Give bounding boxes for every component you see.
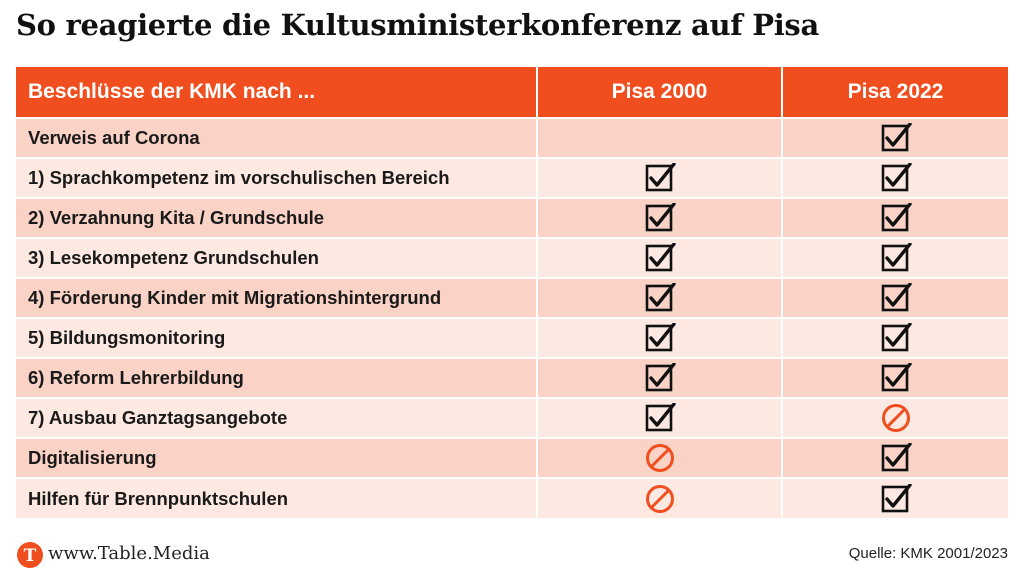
- prohibited-icon: [645, 444, 674, 472]
- cell-pisa-2000: [536, 197, 782, 238]
- cell-pisa-2000: [536, 237, 782, 278]
- row-label: 4) Förderung Kinder mit Migrationshinter…: [16, 277, 537, 318]
- cell-pisa-2000: [536, 477, 782, 518]
- decisions-table: Beschlüsse der KMK nach ... Pisa 2000 Pi…: [16, 67, 1008, 518]
- checkbox-checked-icon: [881, 323, 912, 352]
- checkbox-checked-icon: [645, 363, 676, 392]
- checkbox-checked-icon: [881, 483, 912, 512]
- checkbox-checked-icon: [645, 203, 676, 232]
- checkbox-checked-icon: [645, 323, 676, 352]
- table-media-logo-icon: T: [17, 542, 43, 568]
- chart-title: So reagierte die Kultusministerkonferenz…: [16, 8, 819, 42]
- cell-pisa-2022: [781, 237, 1008, 278]
- cell-pisa-2022: [781, 317, 1008, 358]
- row-label: Hilfen für Brennpunktschulen: [16, 477, 537, 518]
- checkbox-checked-icon: [881, 443, 912, 472]
- table-body: Verweis auf Corona 1) Sprachkompetenz im …: [16, 117, 1008, 518]
- table-row: 1) Sprachkompetenz im vorschulischen Ber…: [16, 157, 1008, 198]
- row-label: 3) Lesekompetenz Grundschulen: [16, 237, 537, 278]
- cell-pisa-2000: [536, 357, 782, 398]
- cell-pisa-2022: [781, 437, 1008, 478]
- checkbox-checked-icon: [645, 243, 676, 272]
- table-row: Hilfen für Brennpunktschulen: [16, 477, 1008, 518]
- table-row: Verweis auf Corona: [16, 117, 1008, 158]
- table-row: 5) Bildungsmonitoring: [16, 317, 1008, 358]
- footer-url: www.Table.Media: [48, 543, 210, 564]
- cell-pisa-2022: [781, 477, 1008, 518]
- table-row: 2) Verzahnung Kita / Grundschule: [16, 197, 1008, 238]
- cell-pisa-2000: [536, 437, 782, 478]
- cell-pisa-2022: [781, 357, 1008, 398]
- cell-pisa-2000: [536, 157, 782, 198]
- cell-pisa-2000: [536, 397, 782, 438]
- checkbox-checked-icon: [645, 403, 676, 432]
- prohibited-icon: [645, 484, 674, 513]
- row-label: 5) Bildungsmonitoring: [16, 317, 537, 358]
- table-row: Digitalisierung: [16, 437, 1008, 478]
- logo-letter: T: [24, 546, 37, 566]
- cell-pisa-2022: [781, 397, 1008, 438]
- table-row: 3) Lesekompetenz Grundschulen: [16, 237, 1008, 278]
- row-label: Digitalisierung: [16, 437, 537, 478]
- checkbox-checked-icon: [645, 283, 676, 312]
- row-label: 1) Sprachkompetenz im vorschulischen Ber…: [16, 157, 537, 198]
- row-label: 7) Ausbau Ganztagsangebote: [16, 397, 537, 438]
- checkbox-checked-icon: [881, 123, 912, 152]
- cell-pisa-2000: [536, 117, 782, 158]
- row-label: 6) Reform Lehrerbildung: [16, 357, 537, 398]
- table-row: 7) Ausbau Ganztagsangebote: [16, 397, 1008, 438]
- table-header-row: Beschlüsse der KMK nach ... Pisa 2000 Pi…: [16, 67, 1008, 118]
- cell-pisa-2022: [781, 197, 1008, 238]
- table-row: 6) Reform Lehrerbildung: [16, 357, 1008, 398]
- cell-pisa-2022: [781, 157, 1008, 198]
- checkbox-checked-icon: [881, 163, 912, 192]
- cell-pisa-2000: [536, 277, 782, 318]
- checkbox-checked-icon: [881, 363, 912, 392]
- checkbox-checked-icon: [881, 243, 912, 272]
- table-row: 4) Förderung Kinder mit Migrationshinter…: [16, 277, 1008, 318]
- cell-pisa-2022: [781, 117, 1008, 158]
- prohibited-icon: [881, 404, 910, 432]
- row-label: Verweis auf Corona: [16, 117, 537, 158]
- column-header-decisions: Beschlüsse der KMK nach ...: [16, 67, 537, 118]
- checkbox-checked-icon: [881, 283, 912, 312]
- column-header-pisa-2022: Pisa 2022: [781, 67, 1008, 118]
- cell-pisa-2022: [781, 277, 1008, 318]
- checkbox-checked-icon: [881, 203, 912, 232]
- cell-pisa-2000: [536, 317, 782, 358]
- footer-source: Quelle: KMK 2001/2023: [848, 545, 1008, 562]
- row-label: 2) Verzahnung Kita / Grundschule: [16, 197, 537, 238]
- checkbox-checked-icon: [645, 163, 676, 192]
- column-header-pisa-2000: Pisa 2000: [536, 67, 782, 118]
